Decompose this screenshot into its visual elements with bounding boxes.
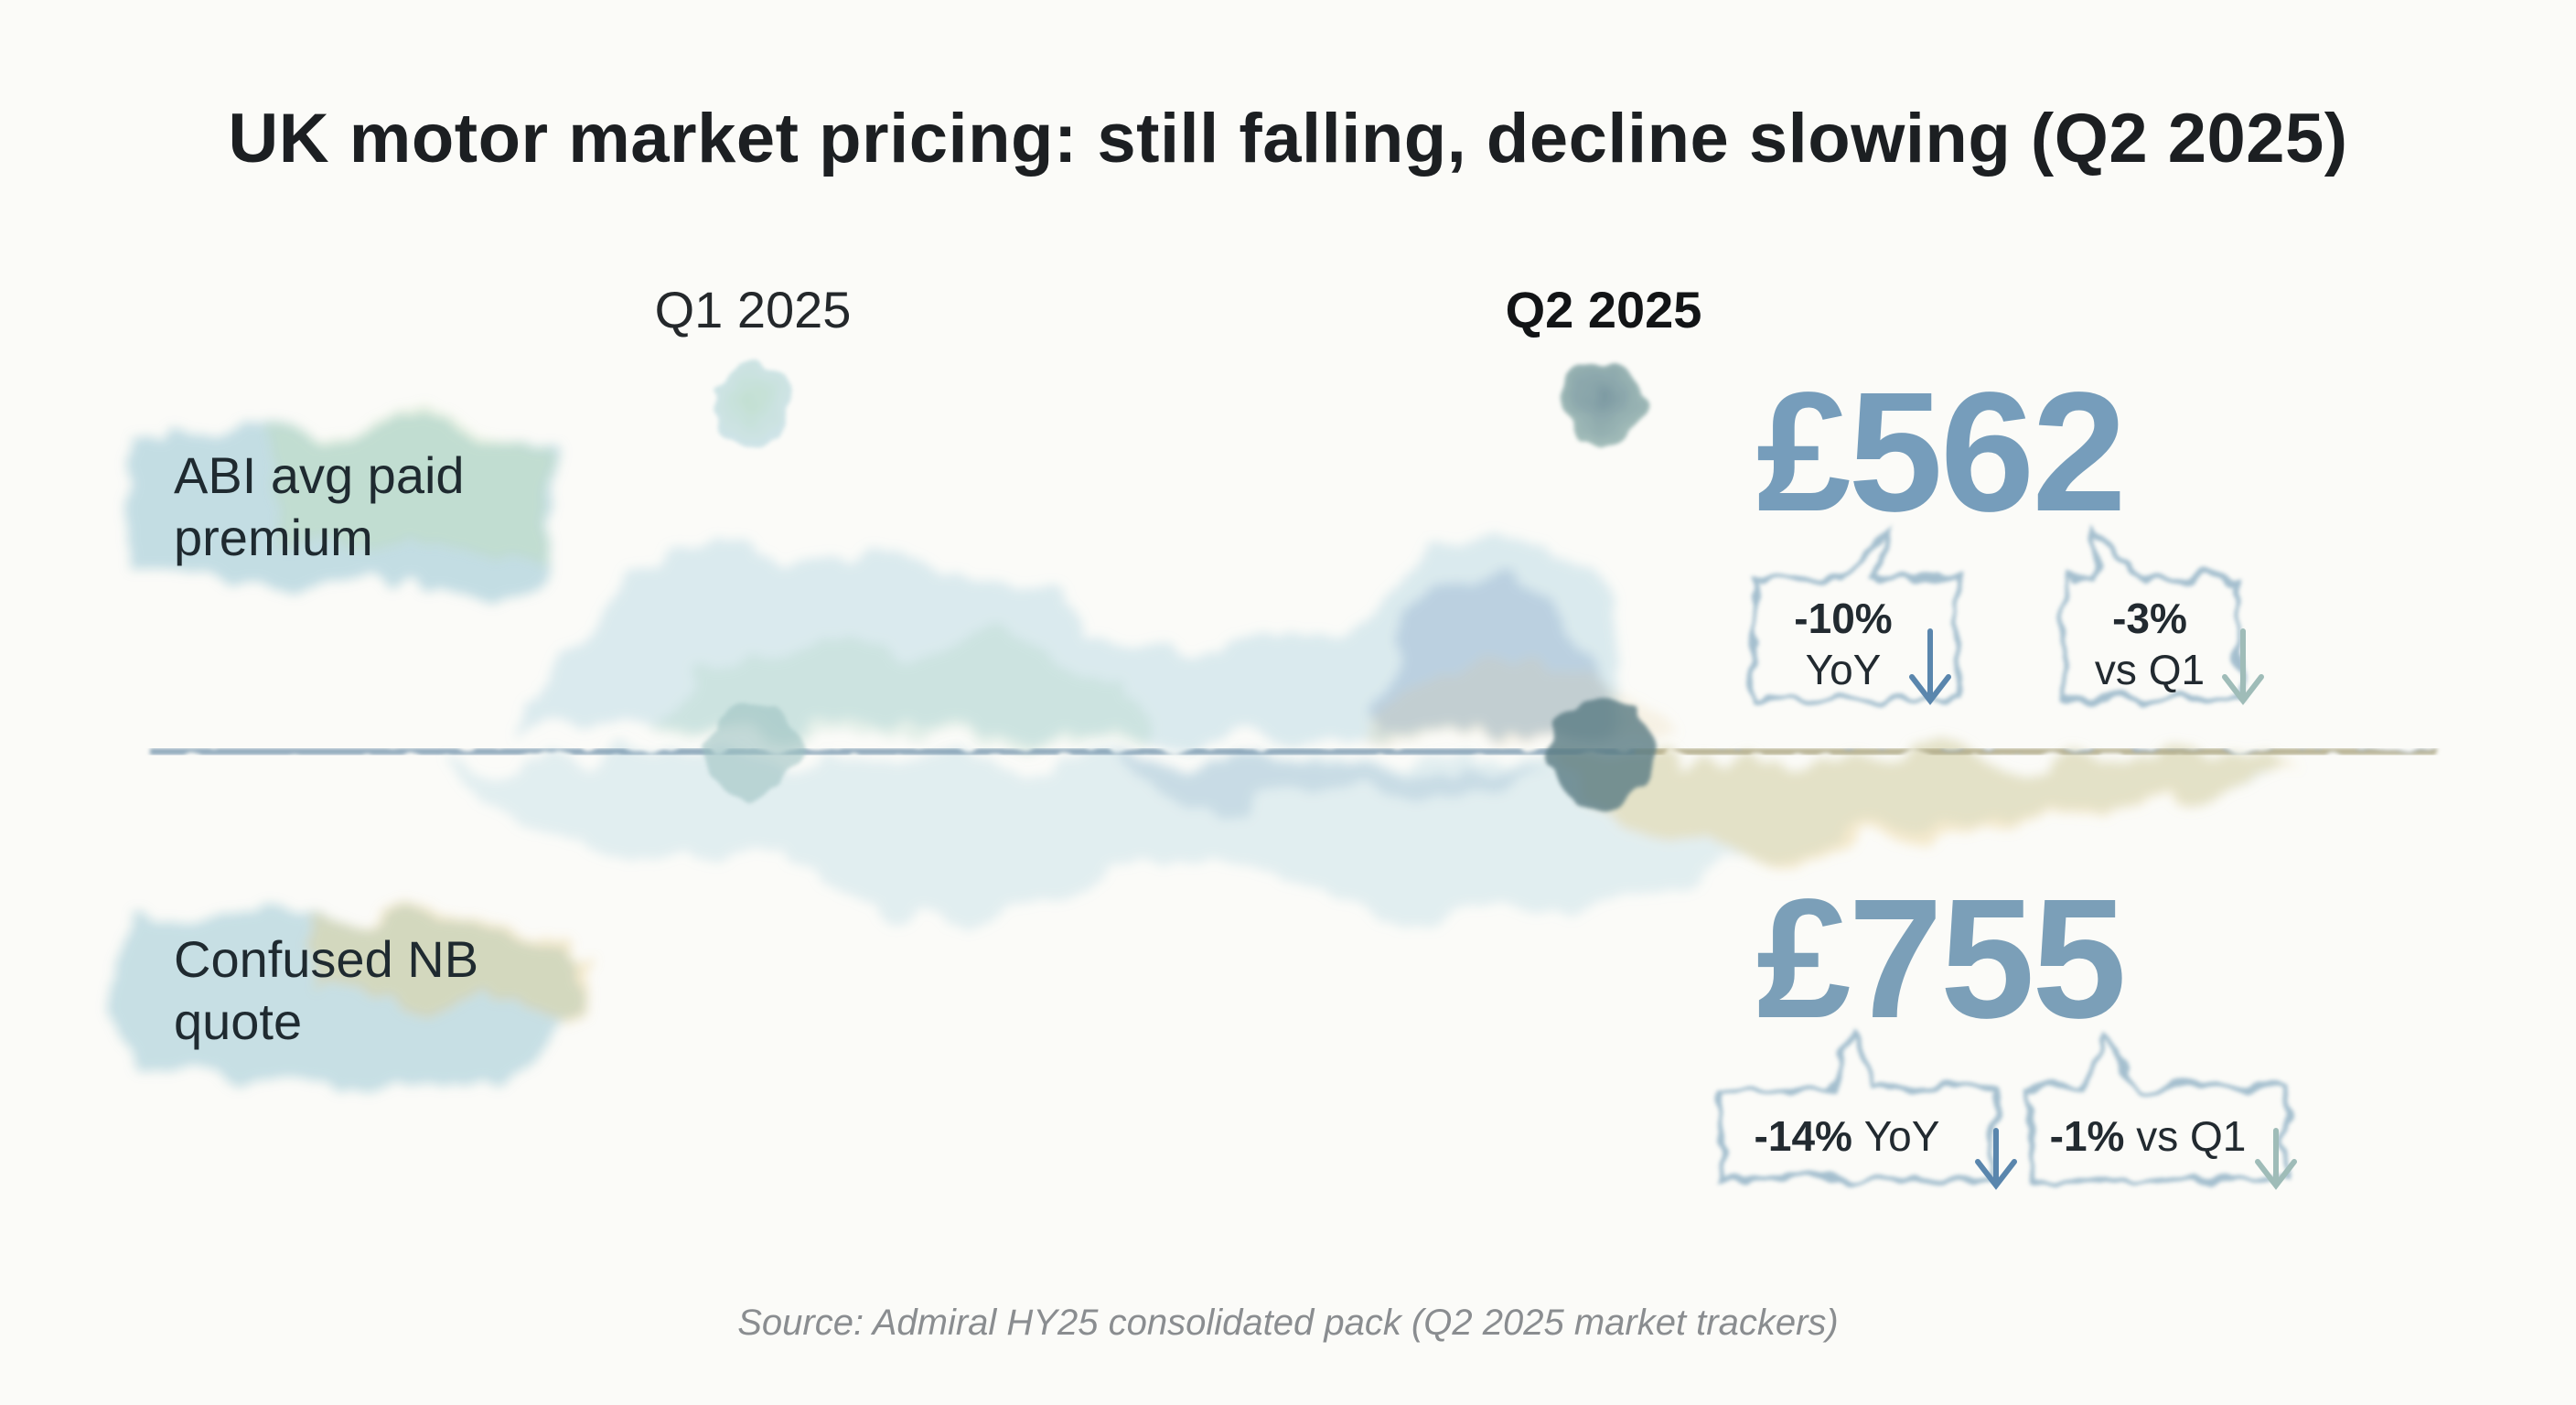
timeline-axis <box>145 744 2434 759</box>
series-label-abi: ABI avg paid premium <box>174 446 465 566</box>
value-label-confused: £755 <box>1756 864 2127 1054</box>
wash-lower <box>439 759 2305 925</box>
value-label-abi: £562 <box>1756 358 2127 547</box>
q2-marker <box>1550 360 1656 1134</box>
change-label: vs Q1 <box>2094 646 2206 693</box>
change-pct: -10% <box>1794 595 1893 642</box>
label-brush-strokes <box>122 426 595 1086</box>
change-abi-vs-q1: -3% vs Q1 <box>2067 593 2232 695</box>
down-arrows <box>1909 628 2297 1190</box>
callout-boxes <box>1719 521 2288 1183</box>
change-label: YoY <box>1863 1112 1940 1160</box>
change-abi-yoy: -10% YoY <box>1756 593 1930 695</box>
period-label-q1: Q1 2025 <box>654 281 852 338</box>
source-note: Source: Admiral HY25 consolidated pack (… <box>737 1303 1839 1343</box>
change-pct: -1% <box>2049 1112 2137 1160</box>
period-label-q2: Q2 2025 <box>1505 281 1702 338</box>
change-label: vs Q1 <box>2136 1112 2247 1160</box>
chart-title: UK motor market pricing: still falling, … <box>228 100 2348 177</box>
change-confused-yoy: -14% YoY <box>1723 1110 1970 1162</box>
change-pct: -14% <box>1754 1112 1864 1160</box>
series-label-confused: Confused NB quote <box>174 930 479 1050</box>
change-label: YoY <box>1805 646 1882 693</box>
q1-marker <box>704 364 800 1089</box>
wash-upper <box>512 539 1665 745</box>
change-confused-vs-q1: -1% vs Q1 <box>2029 1110 2267 1162</box>
change-pct: -3% <box>2112 595 2187 642</box>
